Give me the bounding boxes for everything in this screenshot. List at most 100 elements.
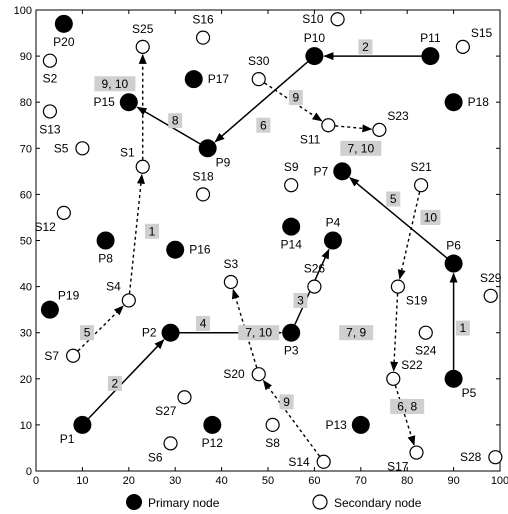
edge-label: 5 <box>84 326 91 340</box>
node-label-s8: S8 <box>265 436 280 450</box>
primary-node-p18 <box>444 93 463 112</box>
primary-node-p11 <box>421 47 440 66</box>
dashed-edge <box>335 124 373 133</box>
secondary-node-s1 <box>135 159 150 174</box>
node-label-s2: S2 <box>43 72 58 86</box>
primary-node-p7 <box>333 162 352 181</box>
secondary-node-s12 <box>56 205 71 220</box>
x-tick-label: 30 <box>169 475 181 487</box>
primary-node-p1 <box>73 415 92 434</box>
secondary-node-s6 <box>163 436 178 451</box>
x-tick-label: 70 <box>355 475 367 487</box>
node-label-s4: S4 <box>106 279 121 293</box>
edge-label: 8 <box>172 114 179 128</box>
y-tick-label: 100 <box>14 5 32 17</box>
node-label-p11: P11 <box>420 31 441 45</box>
node-label-s26: S26 <box>304 262 326 276</box>
node-label-s5: S5 <box>54 141 69 155</box>
y-tick-label: 60 <box>20 189 32 201</box>
node-label-p10: P10 <box>304 31 326 45</box>
node-label-p2: P2 <box>142 326 157 340</box>
secondary-node-s25 <box>135 39 150 54</box>
secondary-node-s11 <box>321 118 336 133</box>
x-tick-label: 40 <box>215 475 227 487</box>
node-label-p7: P7 <box>314 164 329 178</box>
node-label-s7: S7 <box>44 349 59 363</box>
secondary-node-s10 <box>330 12 345 27</box>
primary-node-p15 <box>119 93 138 112</box>
secondary-node-s20 <box>251 367 266 382</box>
node-label-s16: S16 <box>192 13 214 27</box>
primary-node-p4 <box>323 231 342 250</box>
node-label-s29: S29 <box>480 271 502 285</box>
secondary-node-s13 <box>42 104 58 119</box>
primary-node-p14 <box>282 217 301 236</box>
node-label-s24: S24 <box>415 344 437 358</box>
solid-edge <box>214 61 309 143</box>
node-label-s25: S25 <box>132 22 154 36</box>
node-label-p20: P20 <box>53 35 75 49</box>
node-label-s18: S18 <box>192 169 214 183</box>
secondary-node-s3 <box>223 274 238 290</box>
x-tick-label: 0 <box>33 475 39 487</box>
y-tick-label: 80 <box>20 97 32 109</box>
node-label-p4: P4 <box>326 216 341 230</box>
secondary-node-s24 <box>418 325 433 340</box>
x-tick-label: 100 <box>491 475 508 487</box>
secondary-node-s21 <box>414 178 429 193</box>
node-label-s23: S23 <box>387 109 409 123</box>
primary-node-p6 <box>444 254 463 273</box>
secondary-node-s14 <box>316 454 331 469</box>
primary-node-p2 <box>161 323 180 342</box>
edge-label-box <box>94 76 136 92</box>
edge-label-box <box>390 398 425 414</box>
node-label-s28: S28 <box>460 450 482 464</box>
dashed-edge <box>390 293 399 372</box>
node-label-s10: S10 <box>302 12 324 26</box>
secondary-node-s19 <box>390 279 406 294</box>
node-label-s12: S12 <box>34 220 56 234</box>
secondary-node-s22 <box>386 371 401 386</box>
node-label-s19: S19 <box>406 294 428 308</box>
solid-edge <box>349 177 448 259</box>
nodes: S1 S2 S3 S4 S5 S6 S7 S8 S9 S10 S11 S12 S13 S14 S15 S16 S… <box>34 12 503 474</box>
secondary-node-s30 <box>251 72 266 87</box>
secondary-node-s8 <box>265 417 280 432</box>
node-label-p16: P16 <box>189 243 211 257</box>
primary-node-p16 <box>166 240 185 259</box>
dashed-edge <box>77 305 124 352</box>
edge-label-box <box>107 375 122 391</box>
node-label-s14: S14 <box>288 455 310 469</box>
edge-label-box <box>288 90 303 106</box>
node-label-p3: P3 <box>284 344 299 358</box>
node-label-s6: S6 <box>148 450 163 464</box>
edge-label-box <box>145 223 159 239</box>
edge-label: 3 <box>297 293 304 307</box>
secondary-node-s4 <box>121 293 136 308</box>
edge-label-box <box>196 315 211 331</box>
edge-label: 6 <box>260 118 267 132</box>
node-label-p17: P17 <box>208 72 230 86</box>
node-label-s15: S15 <box>471 26 493 40</box>
node-label-s17: S17 <box>387 460 409 474</box>
node-label-p9: P9 <box>216 155 231 169</box>
edge-label: 7, 10 <box>245 326 272 340</box>
secondary-node-s15 <box>455 39 470 54</box>
y-tick-label: 0 <box>26 466 32 478</box>
node-label-s9: S9 <box>284 160 299 174</box>
edge-label: 1 <box>460 321 467 335</box>
x-tick-label: 90 <box>447 475 459 487</box>
node-label-p1: P1 <box>60 432 75 446</box>
dashed-edge <box>128 173 145 294</box>
edge-label: 7, 10 <box>347 141 374 155</box>
node-label-s27: S27 <box>155 404 177 418</box>
y-tick-label: 10 <box>20 420 32 432</box>
edge-label: 2 <box>362 40 369 54</box>
edge-label: 6, 8 <box>397 399 417 413</box>
node-label-s21: S21 <box>410 160 432 174</box>
edge-label: 9 <box>283 395 290 409</box>
x-tick-label: 80 <box>401 475 413 487</box>
legend-secondary-label: Secondary node <box>334 496 422 510</box>
node-label-p14: P14 <box>281 238 303 252</box>
secondary-node-s2 <box>42 53 58 68</box>
